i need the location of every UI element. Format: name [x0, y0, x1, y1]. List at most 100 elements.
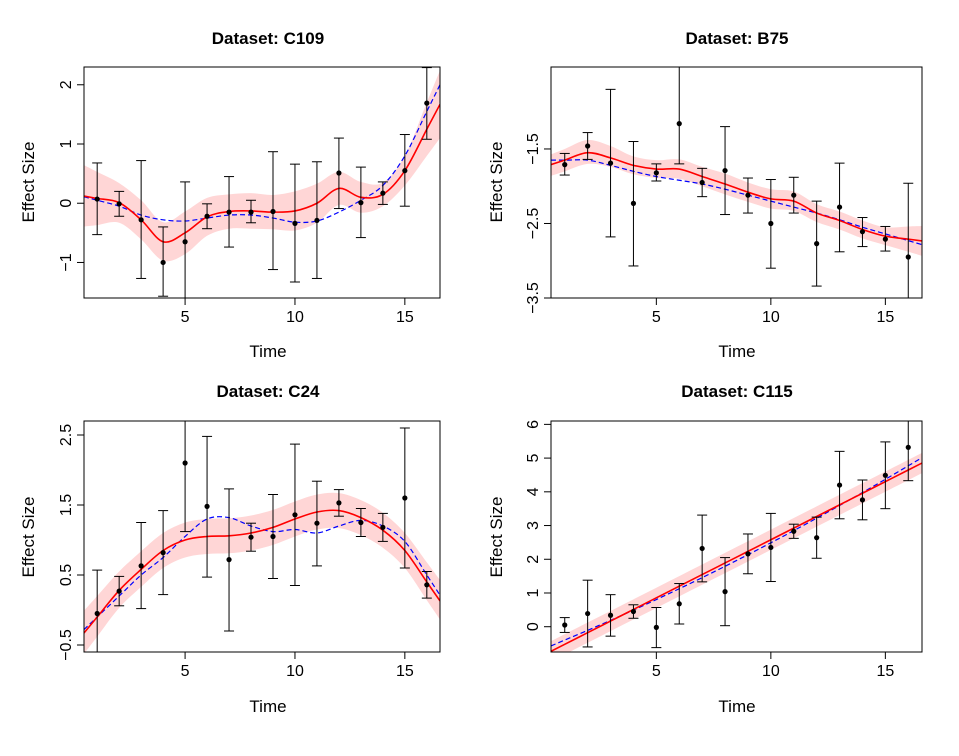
confidence-band [551, 452, 922, 652]
data-point [905, 444, 911, 450]
data-point [791, 192, 797, 198]
data-point [607, 612, 614, 618]
data-point [585, 610, 591, 617]
data-point [248, 209, 254, 215]
confidence-band [84, 492, 440, 652]
y-tick-label: −3.5 [525, 282, 542, 314]
data-point [630, 608, 637, 615]
data-point [836, 482, 843, 488]
data-point [653, 170, 659, 176]
data-point [358, 200, 364, 206]
y-tick-label: 3 [525, 521, 542, 530]
data-point [424, 100, 430, 106]
data-point [116, 201, 122, 207]
plot-frame [550, 66, 923, 299]
x-tick-label: 10 [762, 663, 780, 680]
data-point [905, 254, 911, 260]
y-tick-label: 1 [525, 588, 542, 597]
y-tick-label: 1.5 [58, 494, 75, 516]
data-point [607, 160, 614, 166]
data-point [699, 545, 705, 552]
confidence-band [84, 70, 440, 262]
plot-frame [550, 420, 923, 653]
plot-area [84, 67, 440, 298]
data-point [380, 524, 386, 531]
y-tick-label: 5 [525, 454, 542, 463]
data-point [116, 588, 122, 594]
data-point [814, 535, 820, 541]
y-tick-label: 2 [525, 555, 542, 564]
y-tick-label: 4 [525, 487, 542, 496]
data-point [336, 500, 342, 506]
x-tick-label: 5 [652, 663, 661, 680]
x-tick-label: 10 [286, 309, 304, 326]
panel-title: Dataset: C109 [212, 29, 324, 48]
data-point [314, 217, 320, 224]
x-tick-label: 5 [181, 663, 190, 680]
x-axis-label: Time [249, 697, 286, 716]
x-tick-label: 15 [396, 663, 414, 680]
data-point [402, 168, 408, 174]
y-tick-label: −0.5 [58, 629, 75, 661]
y-axis-label: Effect Size [487, 497, 506, 578]
panel-c24: Dataset: C24 Time Effect Size 5 10 15 −0.5 0… [19, 382, 441, 716]
y-tick-label: 0 [58, 199, 75, 208]
data-point [859, 497, 866, 503]
data-point [768, 544, 774, 551]
data-point [94, 196, 100, 202]
data-point [402, 495, 408, 501]
data-point [882, 472, 888, 478]
data-point [676, 601, 682, 607]
x-axis-label: Time [718, 342, 755, 361]
x-tick-label: 15 [876, 663, 894, 680]
plot-area [551, 421, 922, 652]
truth-curve [84, 516, 440, 631]
data-point [138, 563, 144, 569]
data-point [204, 503, 210, 509]
y-tick-label: 2 [58, 80, 75, 89]
y-tick-label: 0.5 [58, 564, 75, 586]
y-tick-label: 2.5 [58, 424, 75, 446]
data-point [722, 167, 728, 174]
x-tick-label: 5 [652, 309, 661, 326]
y-tick-label: −2.5 [525, 208, 542, 240]
truth-curve [551, 457, 922, 647]
y-tick-label: 0 [525, 622, 542, 631]
data-point [336, 170, 342, 176]
panel-c109: Dataset: C109 Time Effect Size 5 10 15 −1 0 1… [19, 29, 441, 361]
x-tick-label: 10 [286, 663, 304, 680]
data-point [182, 460, 188, 466]
data-point [699, 179, 705, 186]
data-point [226, 209, 232, 215]
data-point [562, 622, 568, 628]
y-tick-label: −1.5 [525, 133, 542, 165]
data-point [380, 190, 386, 196]
data-point [94, 610, 100, 617]
plot-area [551, 67, 922, 298]
x-axis-label: Time [249, 342, 286, 361]
data-point [226, 557, 232, 563]
panel-title: Dataset: C115 [681, 382, 793, 401]
x-tick-label: 5 [181, 309, 190, 326]
panel-b75: Dataset: B75 Time Effect Size 5 10 15 −3.5 −… [487, 29, 923, 361]
data-point [160, 259, 166, 266]
data-point [814, 241, 820, 247]
data-point [270, 208, 276, 215]
data-point [358, 519, 364, 526]
data-point [248, 534, 254, 540]
y-axis-label: Effect Size [487, 142, 506, 223]
y-tick-label: 1 [58, 139, 75, 148]
data-point [653, 624, 659, 630]
plot-frame [83, 420, 441, 653]
data-point [745, 192, 751, 198]
confidence-band [551, 139, 922, 256]
data-point [314, 520, 320, 526]
data-point [882, 236, 888, 242]
data-point [676, 121, 682, 127]
data-point [791, 528, 797, 534]
data-point [836, 204, 843, 210]
data-point [630, 200, 637, 206]
data-point [424, 582, 430, 588]
data-point [160, 550, 166, 556]
